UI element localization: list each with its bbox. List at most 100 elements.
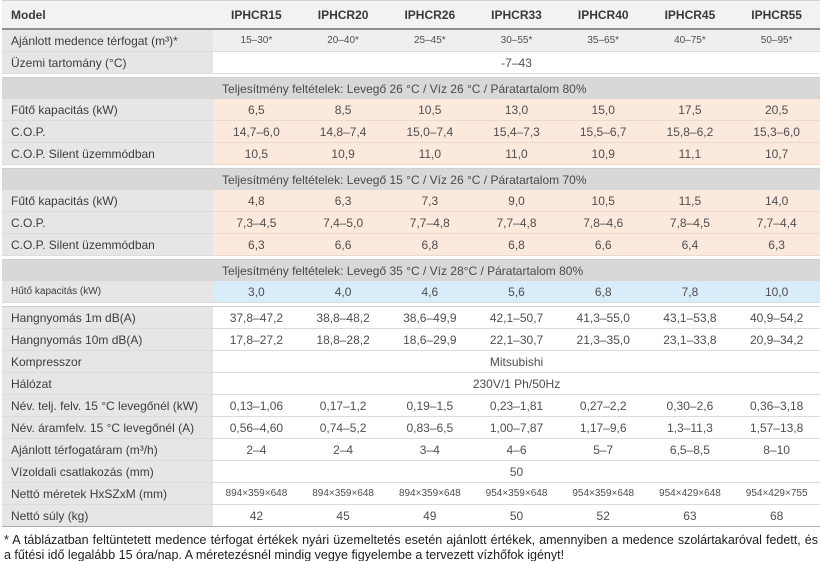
cell-value: 14,0 [733,190,820,212]
row-label: Hálózat [2,372,214,395]
cell-value: 11,0 [473,142,560,165]
section-divider-cell [2,73,820,78]
section-divider [2,302,820,307]
section-title: Teljesítmény feltételek: Levegő 35 °C / … [213,259,820,281]
cell-value: 37,8–47,2 [213,306,300,329]
cell-value: 6,3 [299,190,387,212]
table-row: Nettó súly (kg) 42 45 49 50 52 63 68 [2,504,820,527]
cell-value: 17,8–27,2 [213,328,300,351]
section-header-row: Teljesítmény feltételek: Levegő 15 °C / … [2,168,820,190]
row-label: Nettó súly (kg) [2,504,214,527]
cell-value: 0,30–2,6 [646,394,734,417]
table-row: Fűtő kapacitás (kW) 4,8 6,3 7,3 9,0 10,5 11,5 1… [2,190,820,212]
column-header: IPHCR40 [559,0,647,30]
cell-value: 41,3–55,0 [559,306,647,329]
cell-value: 7,3–4,5 [213,211,300,234]
row-label: Név. áramfelv. 15 °C levegőnél (A) [2,416,214,439]
section-divider-cell [2,164,820,169]
cell-value: 3,0 [213,281,300,303]
table-row: Hangnyomás 1m dB(A) 37,8–47,2 38,8–48,2 38,… [2,306,820,329]
cell-value: 43,1–53,8 [646,306,734,329]
table-row: Vízoldali csatlakozás (mm) 50 [2,460,820,483]
spec-table: Model IPHCR15 IPHCR20 IPHCR26 IPHCR33 IPHCR40… [2,0,820,527]
cell-value: 22,1–30,7 [473,328,560,351]
row-span-value: -7–43 [213,51,820,74]
row-label: Üzemi tartomány (°C) [2,51,214,74]
cell-value: 0,27–2,2 [559,394,647,417]
cell-value: 4,0 [299,281,387,303]
row-label: C.O.P. [2,120,214,143]
cell-value: 15,0 [559,99,647,121]
cell-value: 68 [733,504,820,527]
column-header: IPHCR20 [299,0,387,30]
section-title: Teljesítmény feltételek: Levegő 26 °C / … [213,77,820,99]
cell-value: 38,6–49,9 [386,306,474,329]
row-label: Nettó méretek HxSZxM (mm) [2,482,214,505]
table-row: Név. telj. felv. 15 °C levegőnél (kW) 0,1… [2,394,820,417]
cell-value: 20,5 [733,99,820,121]
cell-value: 7,7–4,8 [386,211,474,234]
column-header: IPHCR26 [386,0,474,30]
cell-value: 7,8 [646,281,734,303]
cell-value: 6,8 [386,233,474,256]
table-row: Hűtő kapacitás (kW) 3,0 4,0 4,6 5,6 6,8 7,8 10,… [2,281,820,303]
cell-value: 6,8 [473,233,560,256]
cell-value: 25–45* [386,29,474,52]
cell-value: 18,6–29,9 [386,328,474,351]
cell-value: 11,5 [646,190,734,212]
cell-value: 4,8 [213,190,300,212]
cell-value: 15,3–6,0 [733,120,820,143]
table-row: Név. áramfelv. 15 °C levegőnél (A) 0,56–4… [2,416,820,439]
section-header-spacer [2,168,214,190]
cell-value: 0,17–1,2 [299,394,387,417]
table-row: C.O.P. 7,3–4,5 7,4–5,0 7,7–4,8 7,7–4,8 7,8–4,… [2,211,820,234]
cell-value: 10,7 [733,142,820,165]
cell-value: 14,8–7,4 [299,120,387,143]
cell-value: 15,4–7,3 [473,120,560,143]
cell-value: 954×429×648 [646,482,734,505]
table-row: Hangnyomás 10m dB(A) 17,8–27,2 18,8–28,2 18… [2,328,820,351]
cell-value: 10,5 [213,142,300,165]
table-row: Ajánlott medence térfogat (m³)* 15–30* 20–… [2,29,820,52]
cell-value: 7,4–5,0 [299,211,387,234]
row-label: C.O.P. Silent üzemmódban [2,142,214,165]
cell-value: 15,8–6,2 [646,120,734,143]
section-title: Teljesítmény feltételek: Levegő 15 °C / … [213,168,820,190]
cell-value: 1,57–13,8 [733,416,820,439]
section-header-spacer [2,77,214,99]
cell-value: 894×359×648 [213,482,300,505]
cell-value: 7,8–4,6 [559,211,647,234]
section-header-spacer [2,259,214,281]
section-divider [2,164,820,169]
column-header: IPHCR45 [646,0,734,30]
row-label: Fűtő kapacitás (kW) [2,99,214,121]
cell-value: 894×359×648 [386,482,474,505]
cell-value: 0,13–1,06 [213,394,300,417]
cell-value: 7,3 [386,190,474,212]
cell-value: 2–4 [299,438,387,461]
cell-value: 0,56–4,60 [213,416,300,439]
cell-value: 8,5 [299,99,387,121]
table-row: Ajánlott térfogatáram (m³/h) 2–4 2–4 3–4 4–6… [2,438,820,461]
row-label: C.O.P. Silent üzemmódban [2,233,214,256]
cell-value: 42,1–50,7 [473,306,560,329]
cell-value: 8–10 [733,438,820,461]
cell-value: 15–30* [213,29,300,52]
cell-value: 6,3 [213,233,300,256]
cell-value: 0,74–5,2 [299,416,387,439]
cell-value: 4–6 [473,438,560,461]
cell-value: 6,3 [733,233,820,256]
row-label: Kompresszor [2,350,214,373]
cell-value: 11,0 [386,142,474,165]
cell-value: 954×359×648 [559,482,647,505]
cell-value: 894×359×648 [299,482,387,505]
cell-value: 2–4 [213,438,300,461]
row-label: C.O.P. [2,211,214,234]
row-span-value: 230V/1 Ph/50Hz [213,372,820,395]
cell-value: 23,1–33,8 [646,328,734,351]
cell-value: 6,5–8,5 [646,438,734,461]
column-header: IPHCR55 [733,0,820,30]
cell-value: 10,5 [386,99,474,121]
section-header-row: Teljesítmény feltételek: Levegő 35 °C / … [2,259,820,281]
table-row: C.O.P. Silent üzemmódban 6,3 6,6 6,8 6,8 6,6 6… [2,233,820,256]
